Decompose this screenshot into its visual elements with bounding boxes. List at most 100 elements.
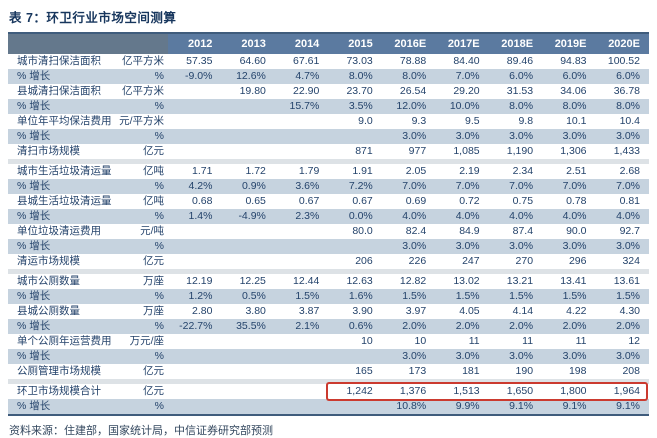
value-cell: 3.0% bbox=[595, 239, 649, 254]
value-cell: 4.0% bbox=[595, 209, 649, 224]
value-cell: 165 bbox=[355, 365, 373, 377]
row-unit: 亿平方米 bbox=[122, 55, 164, 67]
row-unit: 万座 bbox=[143, 305, 164, 317]
value-cell: 296 bbox=[568, 255, 587, 267]
value-cell: 181 bbox=[462, 365, 480, 377]
value-cell: 3.87 bbox=[298, 305, 320, 317]
value-cell bbox=[275, 144, 328, 159]
value-cell: 3.0% bbox=[381, 239, 436, 254]
value-cell bbox=[221, 349, 275, 364]
value-cell: 1,650 bbox=[488, 382, 543, 401]
value-cell: 1,433 bbox=[613, 145, 640, 157]
value-cell: 2.0% bbox=[595, 319, 649, 334]
table-row: 城市清扫保洁面积 亿平方米 57.35 64.60 67.61 73.03 78.88 84.… bbox=[8, 54, 649, 69]
row-unit: % bbox=[116, 239, 168, 254]
section-separator bbox=[8, 379, 649, 384]
value-cell: 78.88 bbox=[399, 55, 427, 67]
value-cell: 8.0% bbox=[328, 69, 382, 84]
value-cell: 73.03 bbox=[346, 55, 373, 67]
value-cell: 9.8 bbox=[518, 115, 534, 127]
row-label: 城市生活垃圾清运量 bbox=[17, 165, 112, 177]
value-cell bbox=[275, 384, 328, 399]
value-cell: 36.78 bbox=[613, 85, 640, 97]
row-label: % 增长 bbox=[8, 289, 116, 304]
row-label: 环卫市场规模合计 bbox=[17, 385, 101, 397]
value-cell: 10 bbox=[414, 335, 427, 347]
table-row: % 增长% 10.8% 9.9% 9.1% 9.1% 9.1% bbox=[8, 399, 649, 415]
value-cell: 12.82 bbox=[399, 275, 427, 287]
value-cell: 82.4 bbox=[405, 225, 427, 237]
value-cell bbox=[168, 84, 221, 99]
value-cell: 1.72 bbox=[245, 165, 266, 177]
table-row: % 增长% 3.0% 3.0% 3.0% 3.0% 3.0% bbox=[8, 129, 649, 144]
value-cell: 31.53 bbox=[506, 85, 534, 97]
table-header-row: 2012 2013 2014 2015 2016E 2017E 2018E 2019E 2020… bbox=[8, 33, 649, 54]
value-cell: 3.0% bbox=[381, 349, 436, 364]
value-cell: 270 bbox=[515, 255, 534, 267]
value-cell: 23.70 bbox=[346, 85, 373, 97]
value-cell: 1,513 bbox=[435, 382, 490, 401]
value-cell: 94.83 bbox=[560, 55, 587, 67]
col-head-year: 2016E bbox=[381, 33, 436, 54]
value-cell: 2.51 bbox=[566, 165, 587, 177]
value-cell bbox=[168, 364, 221, 379]
row-unit: % bbox=[116, 399, 168, 415]
value-cell: 10.8% bbox=[381, 399, 436, 415]
value-cell: 1,306 bbox=[560, 145, 587, 157]
col-head-year: 2019E bbox=[542, 33, 596, 54]
row-unit: 亿元 bbox=[143, 255, 164, 267]
value-cell: 4.0% bbox=[542, 209, 596, 224]
value-cell: 2.0% bbox=[542, 319, 596, 334]
value-cell bbox=[328, 349, 382, 364]
value-cell: 3.0% bbox=[595, 129, 649, 144]
value-cell: 8.0% bbox=[488, 99, 543, 114]
value-cell: 9.0 bbox=[358, 115, 373, 127]
value-cell: 324 bbox=[622, 255, 640, 267]
value-cell: 8.0% bbox=[595, 99, 649, 114]
value-cell bbox=[168, 399, 222, 415]
value-cell: 8.0% bbox=[542, 99, 596, 114]
col-head-year: 2015 bbox=[328, 33, 382, 54]
row-unit: 亿元 bbox=[143, 145, 164, 157]
row-unit: 亿元 bbox=[143, 385, 164, 397]
value-cell: 4.14 bbox=[512, 305, 534, 317]
table-row: 城市生活垃圾清运量 亿吨 1.71 1.72 1.79 1.91 2.05 2.19 2.34 2… bbox=[8, 164, 649, 179]
value-cell: 4.30 bbox=[619, 305, 640, 317]
value-cell: 26.54 bbox=[399, 85, 427, 97]
table-row: % 增长% -9.0% 12.6% 4.7% 8.0% 8.0% 7.0% 6.0% 6.0% 6… bbox=[8, 69, 649, 84]
value-cell bbox=[168, 129, 222, 144]
value-cell: 2.34 bbox=[512, 165, 534, 177]
value-cell: 0.81 bbox=[619, 195, 640, 207]
value-cell: 7.0% bbox=[435, 69, 489, 84]
value-cell: 1.5% bbox=[542, 289, 596, 304]
row-label: 清扫市场规模 bbox=[17, 145, 80, 157]
value-cell: 0.67 bbox=[352, 195, 373, 207]
value-cell bbox=[168, 384, 221, 399]
value-cell: 92.7 bbox=[619, 225, 640, 237]
value-cell: -22.7% bbox=[168, 319, 222, 334]
row-unit: 亿吨 bbox=[143, 165, 164, 177]
value-cell: 6.0% bbox=[488, 69, 543, 84]
value-cell: 12.63 bbox=[346, 275, 373, 287]
row-unit: % bbox=[116, 129, 168, 144]
row-unit: 万座 bbox=[143, 275, 164, 287]
value-cell: 4.05 bbox=[459, 305, 480, 317]
value-cell: 977 bbox=[408, 145, 427, 157]
value-cell: 6.0% bbox=[542, 69, 596, 84]
value-cell bbox=[221, 224, 274, 239]
table-row: 环卫市场规模合计 亿元 1,242 1,376 1,513 1,650 1,800 1,964 bbox=[8, 382, 649, 401]
row-label: 单位年平均保洁费用 bbox=[17, 115, 112, 127]
value-cell bbox=[274, 399, 329, 415]
value-cell: 3.0% bbox=[542, 349, 596, 364]
value-cell: 10 bbox=[361, 335, 373, 347]
value-cell: 1,800 bbox=[542, 382, 596, 401]
table-title: 表 7：环卫行业市场空间测算 bbox=[9, 11, 177, 25]
value-cell: 84.9 bbox=[459, 225, 480, 237]
row-label: % 增长 bbox=[8, 399, 116, 415]
value-cell: 87.4 bbox=[512, 225, 534, 237]
value-cell: 0.69 bbox=[405, 195, 427, 207]
row-unit: 亿吨 bbox=[143, 195, 164, 207]
value-cell: 206 bbox=[355, 255, 373, 267]
value-cell: 19.80 bbox=[239, 85, 266, 97]
value-cell: 0.6% bbox=[328, 319, 382, 334]
